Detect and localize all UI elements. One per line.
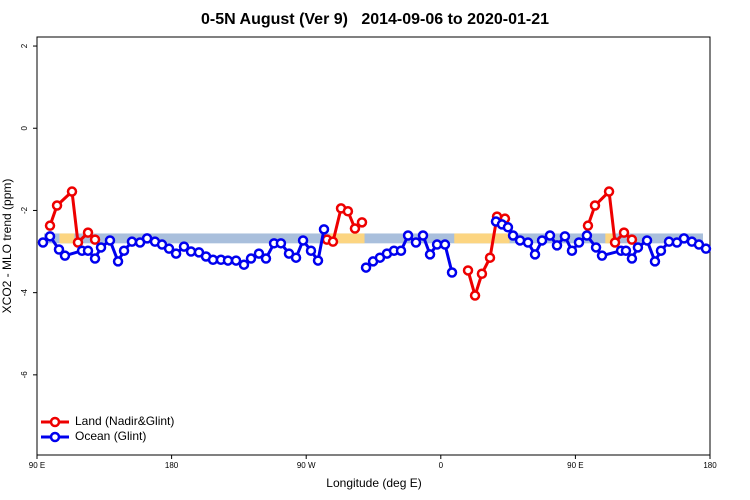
data-point [222, 255, 234, 266]
data-point [641, 235, 653, 246]
data-point [649, 256, 661, 267]
data-point [342, 206, 354, 217]
data-point [112, 256, 124, 267]
legend-label: Ocean (Glint) [75, 429, 146, 443]
data-point [589, 200, 601, 211]
data-point [178, 241, 190, 252]
data-point [507, 230, 519, 241]
data-point [53, 244, 65, 255]
data-point [484, 252, 496, 263]
data-point [620, 245, 632, 256]
data-point [596, 250, 608, 261]
data-point [126, 236, 138, 247]
data-point [609, 237, 621, 248]
data-point [95, 242, 107, 253]
data-point [626, 234, 638, 245]
data-point [51, 200, 63, 211]
data-point [544, 230, 556, 241]
data-point [44, 220, 56, 231]
data-point [297, 235, 309, 246]
data-point [573, 237, 585, 248]
y-tick-label: -2 [20, 206, 29, 214]
data-point [395, 245, 407, 256]
data-point [312, 255, 324, 266]
data-point [632, 242, 644, 253]
chart-title: 0-5N August (Ver 9) 2014-09-06 to 2020-0… [201, 11, 549, 28]
data-point [349, 223, 361, 234]
land-highlight [59, 233, 75, 244]
data-point [469, 290, 481, 301]
data-point [72, 237, 84, 248]
data-point [626, 253, 638, 264]
x-tick-label: 180 [165, 461, 179, 470]
data-point [590, 242, 602, 253]
data-point [700, 243, 712, 254]
data-point [603, 186, 615, 197]
data-point [502, 222, 514, 233]
data-point [424, 249, 436, 260]
data-point [89, 234, 101, 245]
data-point [618, 227, 630, 238]
data-point [305, 245, 317, 256]
data-point [290, 252, 302, 263]
data-point [253, 248, 265, 259]
data-point [37, 237, 49, 248]
y-axis-label: XCO2 - MLO trend (ppm) [0, 179, 14, 314]
data-point [238, 259, 250, 270]
land-highlight [605, 233, 615, 244]
data-point [59, 250, 71, 261]
data-point [104, 235, 116, 246]
legend-label: Land (Nadir&Glint) [75, 414, 174, 428]
x-axis-label: Longitude (deg E) [326, 476, 421, 490]
data-point [66, 186, 78, 197]
data-point [44, 231, 56, 242]
data-point [446, 267, 458, 278]
data-point [529, 249, 541, 260]
data-point [559, 231, 571, 242]
data-point [82, 245, 94, 256]
data-point [356, 217, 368, 228]
data-point [360, 262, 372, 273]
data-point [522, 237, 534, 248]
data-point [439, 239, 451, 250]
data-point [410, 237, 422, 248]
data-point [462, 265, 474, 276]
data-point [582, 220, 594, 231]
y-tick-label: 0 [20, 125, 29, 130]
data-point [275, 238, 287, 249]
data-point [581, 230, 593, 241]
data-point [566, 245, 578, 256]
data-point [417, 230, 429, 241]
data-point [327, 236, 339, 247]
data-point [655, 245, 667, 256]
y-tick-label: -6 [20, 371, 29, 379]
data-point [318, 224, 330, 235]
data-point [230, 255, 242, 266]
data-point [476, 268, 488, 279]
x-tick-label: 90 E [29, 461, 45, 470]
y-tick-label: 2 [20, 43, 29, 48]
data-point [260, 253, 272, 264]
reference-band [44, 233, 703, 244]
land-highlight [454, 233, 510, 244]
x-tick-label: 0 [439, 461, 444, 470]
data-point [89, 253, 101, 264]
x-tick-label: 180 [703, 461, 717, 470]
data-point [170, 248, 182, 259]
data-point [163, 243, 175, 254]
data-point [118, 245, 130, 256]
x-tick-label: 90 E [567, 461, 583, 470]
y-tick-label: -4 [20, 289, 29, 297]
legend-marker [49, 416, 61, 428]
data-point [82, 227, 94, 238]
data-point [245, 253, 257, 264]
land-highlight [330, 233, 365, 244]
data-point [402, 230, 414, 241]
x-tick-label: 90 W [297, 461, 316, 470]
data-point [551, 240, 563, 251]
legend-marker [49, 431, 61, 443]
data-point [536, 235, 548, 246]
